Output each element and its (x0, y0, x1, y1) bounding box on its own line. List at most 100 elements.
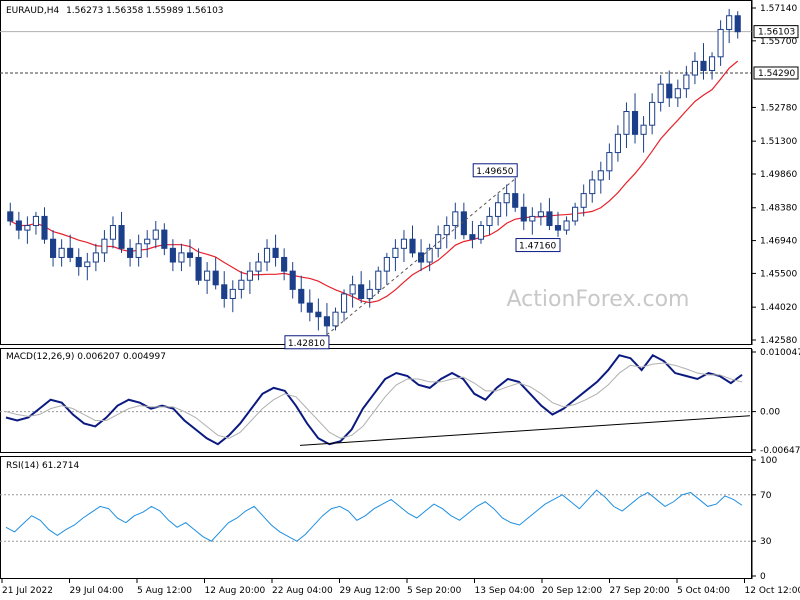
candle-body (418, 252, 425, 263)
candle (418, 239, 425, 272)
candle-body (529, 215, 536, 222)
candle-body (289, 270, 296, 290)
candle (195, 248, 202, 285)
candle-body (315, 311, 322, 318)
candle-body (84, 261, 91, 268)
candle-body (50, 238, 57, 258)
candle-body (358, 284, 365, 300)
candle (263, 239, 271, 272)
candle (272, 234, 279, 267)
candle (15, 211, 22, 240)
candle-body (443, 225, 450, 236)
price-tick-label: 1.45500 (760, 269, 797, 279)
candle (503, 184, 510, 217)
candle (520, 193, 527, 231)
candle (161, 223, 168, 256)
time-tick-label: 12 Aug 20:00 (205, 586, 266, 596)
candle (169, 239, 176, 272)
candle-body (92, 252, 99, 263)
candle (375, 266, 382, 294)
candle (281, 248, 288, 281)
candle (92, 243, 99, 272)
time-tick-label: 29 Jul 04:00 (70, 586, 124, 596)
time-tick-label: 12 Oct 12:00 (745, 586, 800, 596)
price-levels (0, 31, 752, 74)
candle-body (340, 293, 348, 313)
candle-body (477, 225, 485, 240)
candle (640, 116, 647, 153)
candle-body (383, 256, 390, 272)
candle (178, 243, 185, 272)
candle (666, 70, 673, 107)
candle-body (554, 225, 562, 231)
price-tick-label: 1.46940 (760, 237, 797, 247)
ohlc-text: 1.56273 1.56358 1.55989 1.56103 (66, 6, 223, 16)
annotation-box (472, 163, 518, 178)
candle (238, 271, 245, 299)
candle-body (263, 247, 271, 263)
candle (563, 216, 570, 235)
time-axis: 21 Jul 2022 29 Jul 04:00 5 Aug 12:00 12 Aug… (1, 579, 800, 596)
candle-body (392, 247, 399, 258)
candle-body (708, 56, 716, 71)
candle-body (349, 284, 356, 295)
candle (306, 289, 313, 322)
candle (392, 239, 399, 272)
symbol-text: EURAUD,H4 (6, 6, 59, 16)
watermark: ActionForex.com (507, 287, 690, 312)
candle (212, 257, 219, 290)
candle (41, 207, 48, 244)
candle (75, 248, 82, 276)
time-tick-label: 21 Jul 2022 (2, 586, 53, 596)
candle (606, 143, 613, 180)
candle (623, 102, 630, 149)
candle (255, 252, 262, 281)
candle (477, 220, 485, 244)
candle (734, 11, 741, 39)
annotation-box (284, 335, 330, 350)
price-axis: 1.57140 1.55700 1.52780 1.51300 1.49860 1.483… (751, 0, 799, 346)
annotation-label: 1.47160 (519, 242, 556, 252)
candle-body (666, 83, 673, 99)
candle-body (452, 211, 459, 227)
candle-body (152, 229, 159, 240)
candle-body (135, 243, 142, 258)
candle-body (683, 74, 690, 90)
candle (614, 125, 621, 162)
rsi-tick-label: 30 (760, 537, 772, 547)
candle-body (597, 170, 604, 181)
candle-body (435, 234, 442, 249)
candle (109, 216, 117, 249)
candle (435, 225, 442, 258)
macd-axis: 0.010047 0.00 -0.006476 (751, 348, 800, 456)
level-price-tag-box (753, 66, 799, 80)
ma-line (9, 60, 739, 304)
candle (726, 8, 733, 44)
candle-body (563, 220, 570, 231)
candle-body (7, 211, 14, 222)
candle-body (58, 247, 65, 258)
macd-trend-line (299, 415, 751, 446)
candle-body (495, 202, 502, 217)
candle-body (67, 247, 74, 258)
candle (289, 262, 296, 299)
candle-body (674, 88, 681, 99)
macd-title: MACD(12,26,9) 0.006207 0.004997 (6, 352, 166, 362)
candle-body (75, 256, 82, 268)
macd-tick-label: 0.00 (760, 408, 780, 418)
candle-body (101, 238, 108, 254)
candle-body (246, 270, 253, 281)
candle (144, 230, 151, 258)
candle-body (169, 247, 176, 263)
candle-body (640, 124, 647, 135)
candle-body (109, 225, 117, 240)
candle-body (726, 15, 733, 30)
candle-body (161, 229, 168, 249)
candle-body (606, 152, 613, 172)
candle (340, 289, 348, 322)
candle-body (332, 311, 339, 327)
candle (186, 239, 194, 267)
price-tick-label: 1.57140 (760, 4, 797, 14)
candle-body (144, 238, 151, 245)
candle (546, 198, 553, 231)
